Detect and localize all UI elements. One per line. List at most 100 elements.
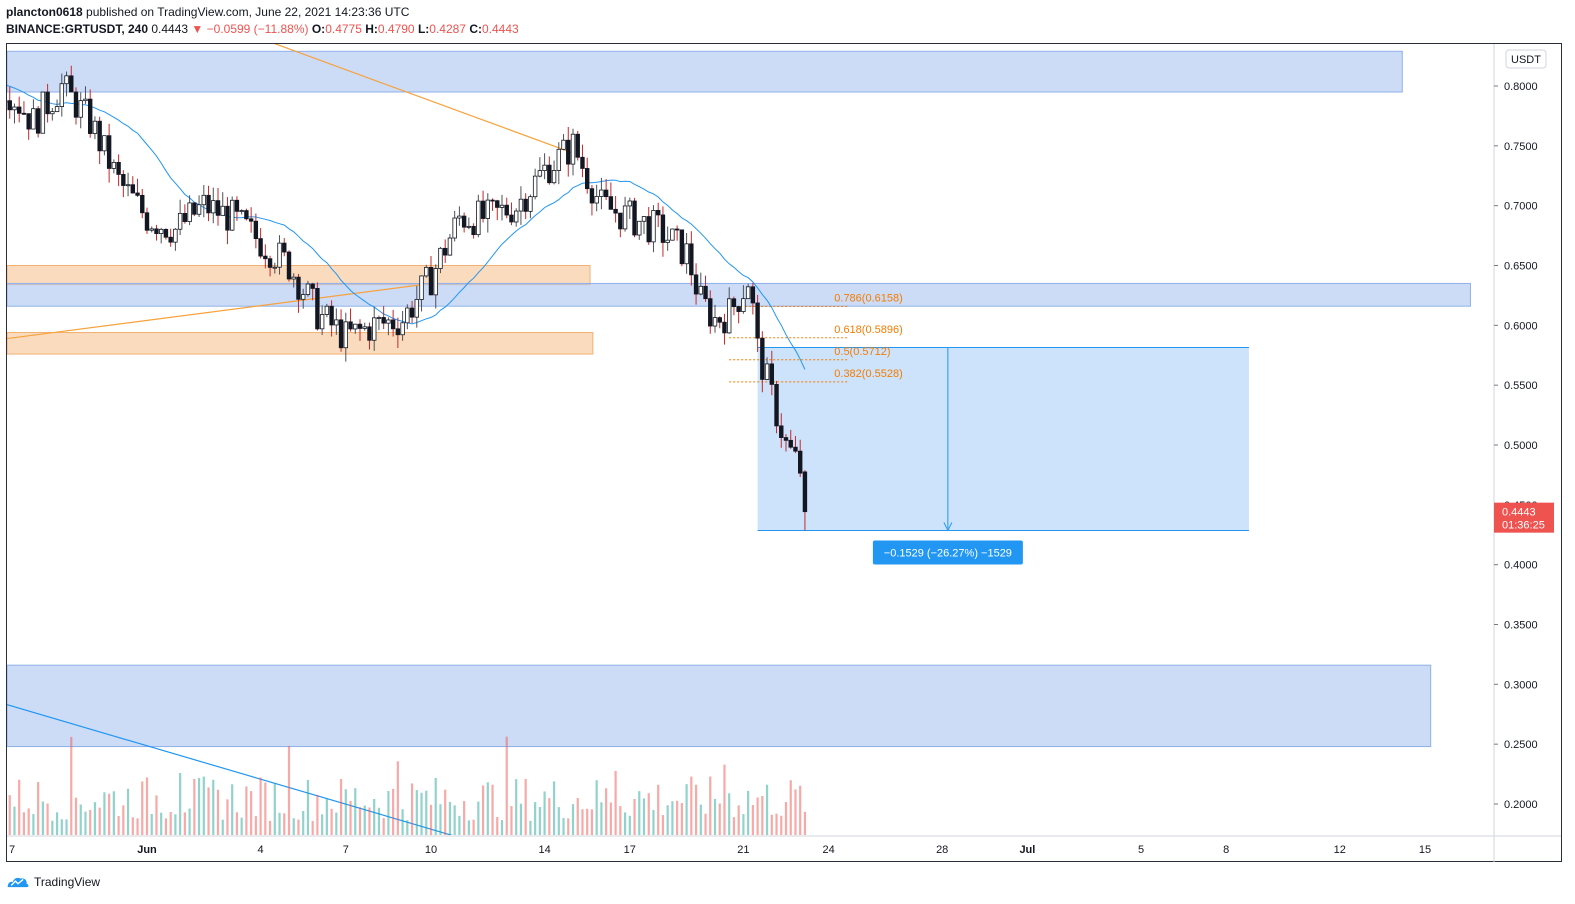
candle-body — [187, 202, 192, 222]
candle-body — [267, 258, 273, 268]
volume-bar — [415, 790, 418, 835]
volume-bar — [775, 813, 778, 835]
volume-bar — [524, 778, 527, 835]
candle-body — [717, 317, 722, 323]
chart-frame[interactable] — [6, 43, 1562, 862]
measure-arrow-head-icon — [943, 522, 953, 532]
candle-body — [495, 200, 500, 208]
close-value: 0.4443 — [482, 22, 519, 36]
volume-bar — [510, 806, 513, 835]
candle-body — [651, 210, 656, 243]
blue-zone-2[interactable] — [7, 282, 1471, 307]
volume-bar — [283, 813, 286, 835]
time-tick-label: 4 — [258, 844, 264, 856]
candle-body — [580, 156, 585, 169]
candle-body — [21, 112, 27, 115]
currency-box[interactable] — [1505, 49, 1547, 69]
volume-bar — [373, 799, 376, 835]
volume-bar — [221, 819, 224, 835]
volume-bar — [160, 812, 163, 835]
author-name[interactable]: plancton0618 — [6, 5, 83, 19]
candle-body — [277, 242, 282, 268]
volume-bar — [4, 809, 6, 835]
volume-bar — [803, 811, 807, 835]
candle-body — [627, 200, 632, 207]
volume-bar — [70, 736, 73, 835]
candle-body — [793, 446, 798, 452]
volume-bar — [250, 791, 253, 835]
volume-bar — [93, 802, 97, 835]
volume-bar — [216, 789, 220, 835]
candle-body — [154, 228, 159, 234]
candle-body — [92, 120, 98, 134]
trend-line-2[interactable] — [0, 499, 488, 846]
volume-bar — [188, 808, 191, 835]
footer-brand[interactable]: TradingView — [34, 875, 101, 889]
candle-body — [362, 326, 367, 329]
volume-bar — [694, 784, 698, 835]
candle-body — [386, 319, 391, 324]
candle-body — [390, 319, 396, 330]
candle-body — [163, 228, 169, 238]
blue-zone-4[interactable] — [7, 664, 1432, 748]
candle-body — [248, 218, 254, 222]
volume-bar — [382, 818, 385, 835]
volume-bar — [590, 809, 594, 835]
volume-bar — [713, 798, 717, 835]
volume-bar — [481, 785, 485, 835]
volume-bar — [150, 813, 153, 835]
volume-bar — [638, 791, 641, 835]
time-tick-label: 7 — [343, 844, 349, 856]
volume-bar — [732, 817, 736, 835]
candle-body — [722, 321, 727, 334]
measure-range-box[interactable] — [757, 347, 1249, 531]
volume-bar — [339, 779, 343, 835]
volume-bar — [605, 788, 608, 835]
candle-body — [504, 204, 509, 216]
time-tick-label: Jun — [137, 844, 157, 856]
candle-body — [589, 188, 595, 204]
time-tick-label: 28 — [936, 844, 948, 856]
low-value: 0.4287 — [429, 22, 466, 36]
volume-bar — [112, 791, 115, 835]
volume-bar — [292, 818, 295, 835]
volume-bar — [500, 820, 504, 835]
candle-body — [613, 208, 618, 214]
publish-line: plancton0618 published on TradingView.co… — [6, 4, 519, 21]
trend-line-0[interactable] — [0, 284, 423, 430]
candle-body — [442, 247, 448, 256]
volume-bar — [595, 780, 598, 835]
candle-body — [215, 200, 221, 216]
candle-body — [353, 323, 358, 330]
candle-body — [282, 242, 287, 253]
candle-body — [367, 326, 372, 341]
trend-line-1[interactable] — [266, 41, 574, 154]
candle-body — [428, 267, 434, 296]
candle-body — [31, 108, 36, 130]
volume-bar — [742, 814, 745, 835]
price-tick-label: 0.6000 — [1504, 320, 1538, 332]
volume-bar — [122, 805, 125, 835]
candle-body — [78, 100, 83, 118]
volume-bar — [164, 818, 168, 835]
last-price-badge[interactable] — [1494, 502, 1554, 533]
candle-body — [324, 305, 330, 315]
measure-badge[interactable] — [872, 540, 1023, 565]
blue-zone-0[interactable] — [7, 50, 1403, 93]
time-tick-label: 14 — [538, 844, 550, 856]
candle-body — [537, 170, 543, 177]
volume-bar — [79, 804, 82, 835]
volume-bar — [240, 817, 243, 835]
candle-body — [594, 196, 599, 204]
candle-body — [689, 243, 694, 276]
volume-bar — [316, 794, 319, 835]
volume-bar — [448, 801, 452, 835]
volume-bar — [799, 785, 802, 835]
candle-body — [16, 106, 22, 114]
orange-zone-3[interactable] — [7, 332, 594, 355]
volume-bar — [335, 812, 338, 835]
candle-body — [88, 98, 93, 134]
candle-body — [211, 200, 216, 214]
volume-bar — [183, 812, 186, 835]
